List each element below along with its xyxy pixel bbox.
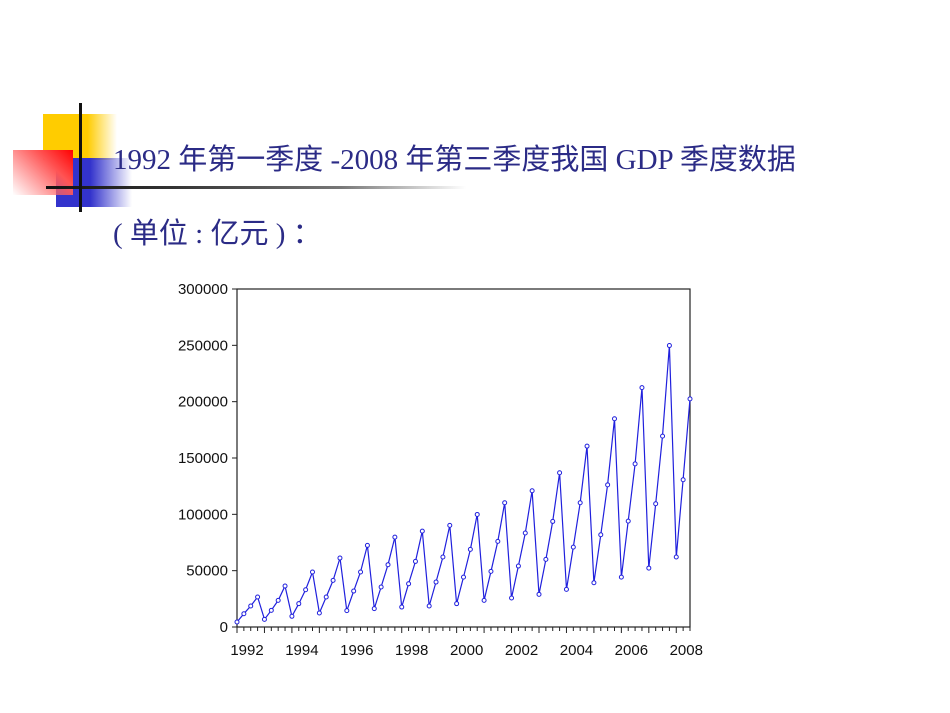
data-point — [241, 611, 247, 617]
data-point — [296, 601, 302, 607]
x-tick-label: 1994 — [285, 642, 318, 659]
data-point — [406, 581, 412, 587]
slide-title: 1992 年第一季度 -2008 年第三季度我国 GDP 季度数据 — [113, 144, 796, 176]
data-point — [289, 613, 295, 619]
data-point — [358, 569, 364, 575]
x-tick-label: 2008 — [670, 642, 703, 659]
data-point — [385, 562, 391, 568]
data-point — [666, 343, 672, 349]
data-point — [495, 538, 501, 544]
x-tick-label: 2002 — [505, 642, 538, 659]
y-tick-label: 0 — [220, 619, 228, 636]
data-point — [310, 569, 315, 575]
data-point — [502, 500, 508, 506]
data-point — [440, 554, 446, 560]
data-point — [673, 554, 679, 560]
x-tick-label: 2004 — [560, 642, 593, 659]
data-point — [419, 528, 425, 534]
data-point — [316, 610, 322, 616]
data-point — [303, 587, 309, 593]
data-point — [660, 433, 666, 439]
data-point — [488, 568, 494, 574]
x-tick-label: 2000 — [450, 642, 483, 659]
data-point — [474, 511, 480, 517]
data-point — [529, 488, 535, 494]
data-point — [323, 594, 329, 600]
data-point — [371, 606, 377, 612]
data-point — [481, 597, 487, 603]
data-point — [598, 532, 604, 538]
data-point — [625, 518, 631, 524]
y-tick-label: 200000 — [178, 394, 228, 411]
data-point — [632, 461, 638, 467]
data-point — [378, 584, 384, 590]
decor-vertical-line — [79, 103, 82, 212]
y-tick-label: 250000 — [178, 337, 228, 354]
data-point — [255, 594, 261, 600]
data-point — [584, 443, 590, 449]
data-point — [447, 522, 453, 528]
data-point — [467, 546, 473, 552]
data-point — [344, 608, 350, 614]
data-point — [261, 616, 267, 622]
data-point — [550, 518, 556, 524]
data-point — [605, 482, 611, 488]
data-point — [234, 619, 240, 625]
x-tick-label: 1998 — [395, 642, 428, 659]
data-point — [330, 577, 336, 583]
slide-subtitle-unit: ( 单位 : 亿元 ) ： — [113, 218, 322, 250]
data-point — [351, 588, 357, 594]
data-point — [570, 544, 576, 550]
data-point — [426, 603, 432, 609]
y-tick-label: 300000 — [178, 281, 228, 298]
data-point — [509, 595, 515, 601]
y-tick-label: 100000 — [178, 506, 228, 523]
data-point — [454, 601, 460, 607]
data-point — [364, 542, 370, 548]
data-point — [680, 477, 686, 483]
x-tick-label: 2006 — [615, 642, 648, 659]
data-point — [268, 607, 274, 613]
data-point — [337, 555, 343, 561]
data-point — [653, 501, 659, 507]
data-point — [522, 530, 528, 536]
data-point — [248, 603, 254, 609]
data-point — [687, 396, 693, 402]
data-point — [557, 470, 563, 476]
data-point — [612, 416, 617, 422]
decor-horizontal-line — [46, 186, 466, 189]
data-point — [543, 556, 549, 562]
data-point — [399, 604, 405, 610]
data-point — [412, 558, 418, 564]
data-point — [591, 580, 597, 586]
x-tick-label: 1996 — [340, 642, 373, 659]
data-point — [577, 500, 583, 506]
x-tick-label: 1992 — [230, 642, 263, 659]
data-point — [392, 534, 398, 540]
data-point — [275, 597, 281, 603]
data-point — [563, 586, 569, 592]
data-point — [515, 563, 521, 569]
data-point — [282, 583, 288, 589]
data-point — [461, 574, 466, 580]
y-tick-label: 50000 — [186, 563, 228, 580]
data-point — [433, 579, 439, 585]
data-point — [639, 385, 645, 391]
gdp-series-line — [236, 345, 691, 623]
data-point — [536, 591, 542, 597]
y-tick-label: 150000 — [178, 450, 228, 467]
data-point — [646, 565, 652, 571]
data-point — [618, 574, 624, 580]
